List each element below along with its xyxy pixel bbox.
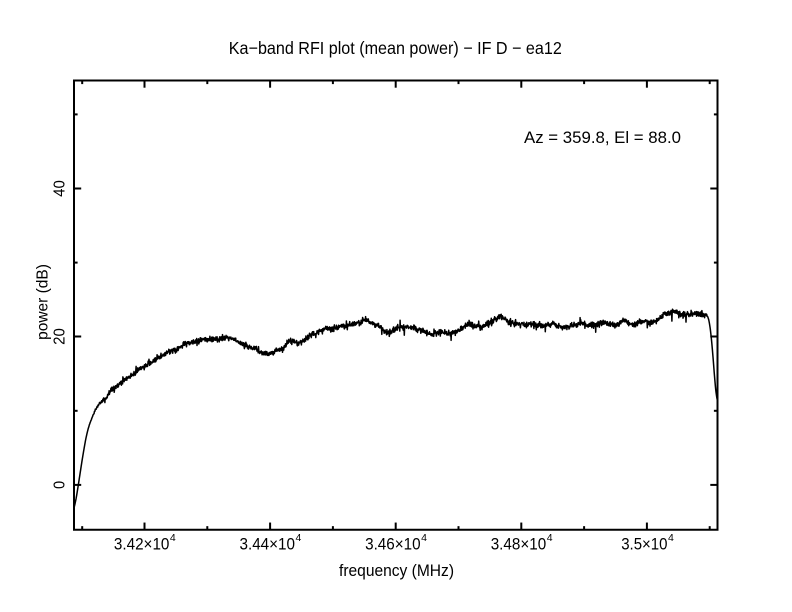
svg-text:4: 4	[421, 532, 427, 544]
svg-text:3.46×10: 3.46×10	[365, 535, 421, 553]
svg-text:4: 4	[296, 532, 302, 544]
svg-text:3.48×10: 3.48×10	[491, 535, 547, 553]
svg-text:frequency (MHz): frequency (MHz)	[339, 561, 454, 580]
svg-text:power (dB): power (dB)	[34, 264, 51, 340]
svg-text:0: 0	[52, 481, 69, 489]
svg-text:20: 20	[52, 328, 69, 345]
svg-text:3.44×10: 3.44×10	[240, 535, 296, 553]
svg-text:Ka−band RFI plot (mean power): Ka−band RFI plot (mean power) − IF D − e…	[229, 38, 562, 58]
svg-text:4: 4	[170, 532, 176, 544]
svg-text:3.42×10: 3.42×10	[114, 535, 169, 553]
svg-text:40: 40	[52, 180, 69, 197]
svg-text:4: 4	[668, 532, 674, 544]
svg-text:Az = 359.8, El = 88.0: Az = 359.8, El = 88.0	[524, 129, 681, 147]
svg-text:3.5×10: 3.5×10	[621, 535, 667, 553]
svg-text:4: 4	[547, 532, 553, 544]
